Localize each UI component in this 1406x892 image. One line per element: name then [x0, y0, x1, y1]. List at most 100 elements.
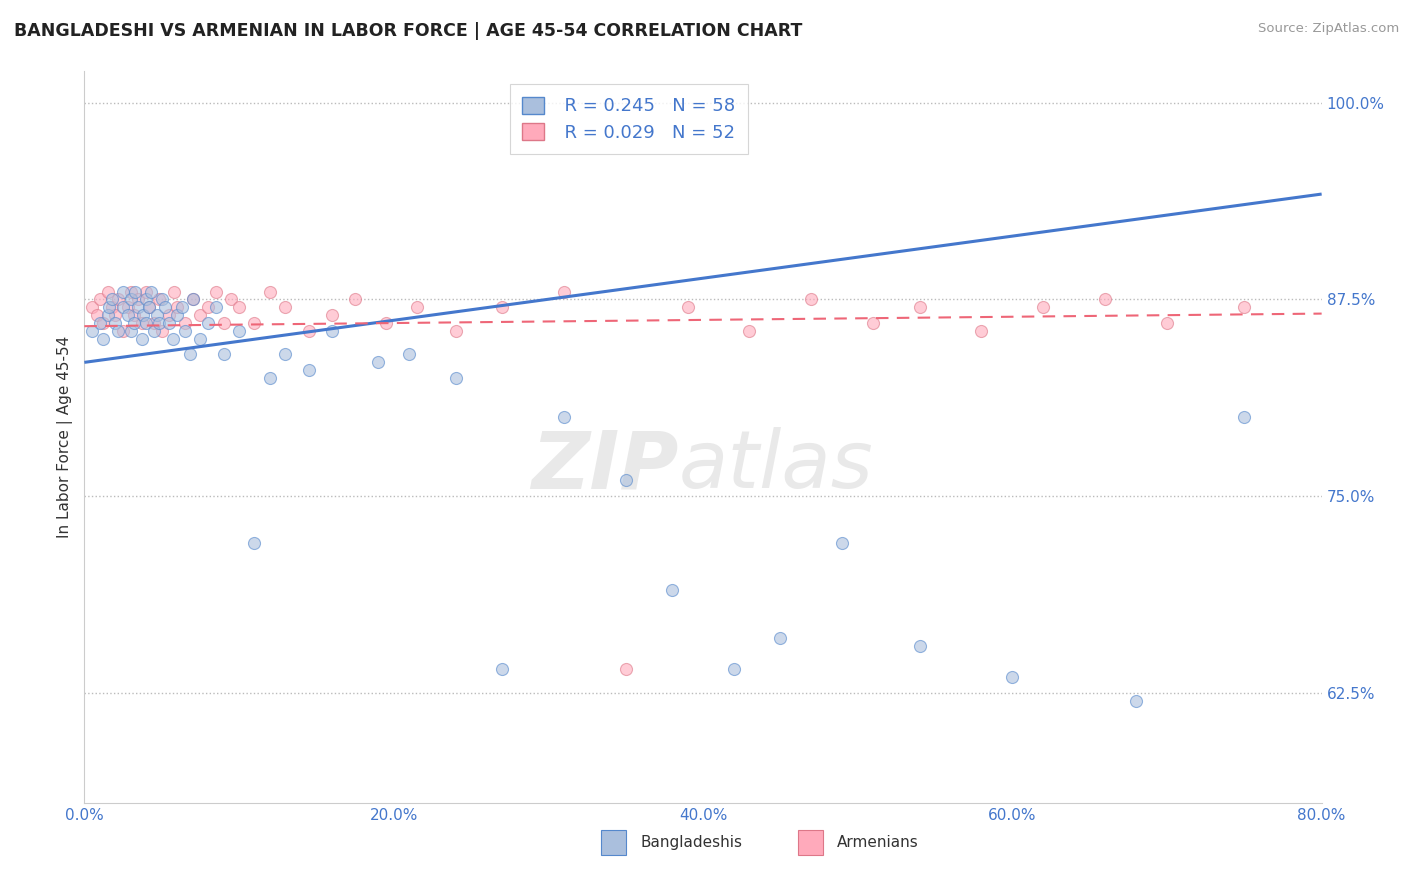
- Point: [162, 332, 184, 346]
- Point: [723, 662, 745, 676]
- Point: [146, 308, 169, 322]
- Text: BANGLADESHI VS ARMENIAN IN LABOR FORCE | AGE 45-54 CORRELATION CHART: BANGLADESHI VS ARMENIAN IN LABOR FORCE |…: [14, 22, 803, 40]
- Point: [117, 301, 139, 315]
- Point: [274, 301, 297, 315]
- Point: [98, 301, 121, 315]
- Point: [91, 316, 114, 330]
- Point: [738, 324, 761, 338]
- Point: [120, 285, 142, 299]
- Point: [112, 301, 135, 315]
- Point: [135, 293, 157, 307]
- Point: [170, 301, 193, 315]
- Point: [1156, 316, 1178, 330]
- Point: [138, 301, 160, 315]
- Point: [908, 301, 931, 315]
- Point: [491, 301, 513, 315]
- Point: [107, 324, 129, 338]
- Point: [614, 662, 637, 676]
- Point: [89, 293, 111, 307]
- Point: [120, 293, 142, 307]
- Point: [166, 308, 188, 322]
- Point: [614, 473, 637, 487]
- Text: ZIP: ZIP: [531, 427, 678, 506]
- Point: [96, 285, 118, 299]
- Point: [122, 316, 145, 330]
- Point: [367, 355, 389, 369]
- Point: [150, 324, 173, 338]
- Point: [188, 308, 211, 322]
- Point: [444, 371, 467, 385]
- Point: [862, 316, 884, 330]
- Point: [1125, 693, 1147, 707]
- Point: [112, 285, 135, 299]
- Point: [127, 301, 149, 315]
- Point: [197, 301, 219, 315]
- Point: [297, 363, 319, 377]
- Point: [89, 316, 111, 330]
- Point: [1032, 301, 1054, 315]
- Point: [124, 285, 146, 299]
- Point: [205, 301, 228, 315]
- Point: [197, 316, 219, 330]
- Point: [132, 308, 155, 322]
- Point: [82, 324, 104, 338]
- Point: [1233, 410, 1256, 425]
- Point: [179, 347, 201, 361]
- Point: [212, 347, 235, 361]
- Point: [101, 293, 124, 307]
- Point: [163, 285, 186, 299]
- Point: [398, 347, 420, 361]
- Point: [769, 631, 792, 645]
- Point: [491, 662, 513, 676]
- Point: [139, 285, 162, 299]
- Point: [259, 371, 281, 385]
- Point: [1094, 293, 1116, 307]
- Point: [143, 316, 166, 330]
- Point: [96, 308, 118, 322]
- Point: [212, 316, 235, 330]
- Text: Source: ZipAtlas.com: Source: ZipAtlas.com: [1258, 22, 1399, 36]
- Text: Armenians: Armenians: [838, 836, 920, 850]
- Point: [148, 316, 170, 330]
- Point: [117, 308, 139, 322]
- Point: [101, 301, 124, 315]
- Point: [131, 332, 153, 346]
- Point: [1233, 301, 1256, 315]
- Point: [181, 293, 204, 307]
- Point: [405, 301, 427, 315]
- Y-axis label: In Labor Force | Age 45-54: In Labor Force | Age 45-54: [58, 336, 73, 538]
- Point: [181, 293, 204, 307]
- Point: [661, 583, 683, 598]
- Point: [122, 308, 145, 322]
- Point: [131, 316, 153, 330]
- Text: atlas: atlas: [678, 427, 873, 506]
- Point: [153, 301, 176, 315]
- Point: [143, 324, 166, 338]
- Point: [228, 301, 250, 315]
- Point: [159, 316, 180, 330]
- Point: [800, 293, 823, 307]
- Point: [970, 324, 993, 338]
- Point: [297, 324, 319, 338]
- Point: [205, 285, 228, 299]
- Point: [120, 324, 142, 338]
- Point: [374, 316, 398, 330]
- Point: [86, 308, 108, 322]
- Point: [243, 536, 266, 550]
- Point: [159, 308, 180, 322]
- Point: [148, 293, 170, 307]
- Point: [321, 324, 343, 338]
- Point: [138, 301, 160, 315]
- Point: [553, 285, 575, 299]
- Point: [831, 536, 853, 550]
- Point: [127, 293, 149, 307]
- Text: Bangladeshis: Bangladeshis: [641, 836, 742, 850]
- Legend:   R = 0.245   N = 58,   R = 0.029   N = 52: R = 0.245 N = 58, R = 0.029 N = 52: [510, 84, 748, 154]
- Point: [908, 639, 931, 653]
- Point: [219, 293, 242, 307]
- Point: [150, 293, 173, 307]
- Point: [553, 410, 575, 425]
- Point: [174, 324, 197, 338]
- Point: [104, 308, 127, 322]
- Point: [107, 293, 129, 307]
